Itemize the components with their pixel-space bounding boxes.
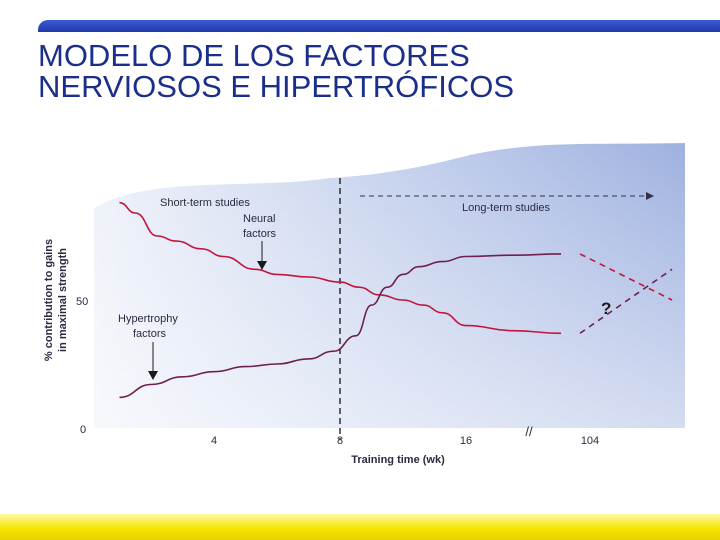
neural-factors-pointer-head bbox=[257, 261, 267, 270]
hypertrophy-factors-pointer-head bbox=[148, 371, 158, 380]
y-axis-title: % contribution to gains in maximal stren… bbox=[43, 239, 69, 361]
neural-factors-label-line-1: Neural bbox=[243, 213, 275, 225]
neural-factors-line bbox=[119, 201, 562, 335]
title-accent-bar bbox=[38, 20, 720, 32]
plot-background-fade bbox=[94, 143, 685, 428]
y-axis-title-line-2: in maximal strength bbox=[57, 248, 69, 352]
slide-title-line-2: NERVIOSOS E HIPERTRÓFICOS bbox=[38, 69, 515, 104]
hypertrophy-factors-label-line-1: Hypertrophy bbox=[118, 313, 178, 325]
y-tick-50: 50 bbox=[76, 296, 88, 308]
hypertrophy-factors-extension bbox=[579, 268, 673, 334]
short-term-label: Short-term studies bbox=[160, 197, 250, 209]
x-tick-104: 104 bbox=[581, 435, 599, 447]
footer-accent-bar bbox=[0, 514, 720, 540]
x-tick-16: 16 bbox=[460, 435, 472, 447]
x-tick-4: 4 bbox=[211, 435, 217, 447]
slide-title: MODELO DE LOS FACTORES NERVIOSOS E HIPER… bbox=[38, 40, 514, 102]
slide-title-line-1: MODELO DE LOS FACTORES bbox=[38, 38, 470, 73]
hypertrophy-factors-label-line-2: factors bbox=[133, 328, 167, 340]
neural-factors-label-line-2: factors bbox=[243, 228, 277, 240]
question-mark: ? bbox=[601, 299, 611, 318]
long-term-label: Long-term studies bbox=[462, 202, 551, 214]
hypertrophy-factors-line bbox=[119, 253, 562, 399]
y-axis-title-line-1: % contribution to gains bbox=[43, 239, 55, 361]
axis-break-mark: // bbox=[525, 424, 533, 439]
x-tick-8: 8 bbox=[337, 435, 343, 447]
y-tick-0: 0 bbox=[80, 424, 86, 436]
x-axis-title: Training time (wk) bbox=[351, 454, 445, 466]
